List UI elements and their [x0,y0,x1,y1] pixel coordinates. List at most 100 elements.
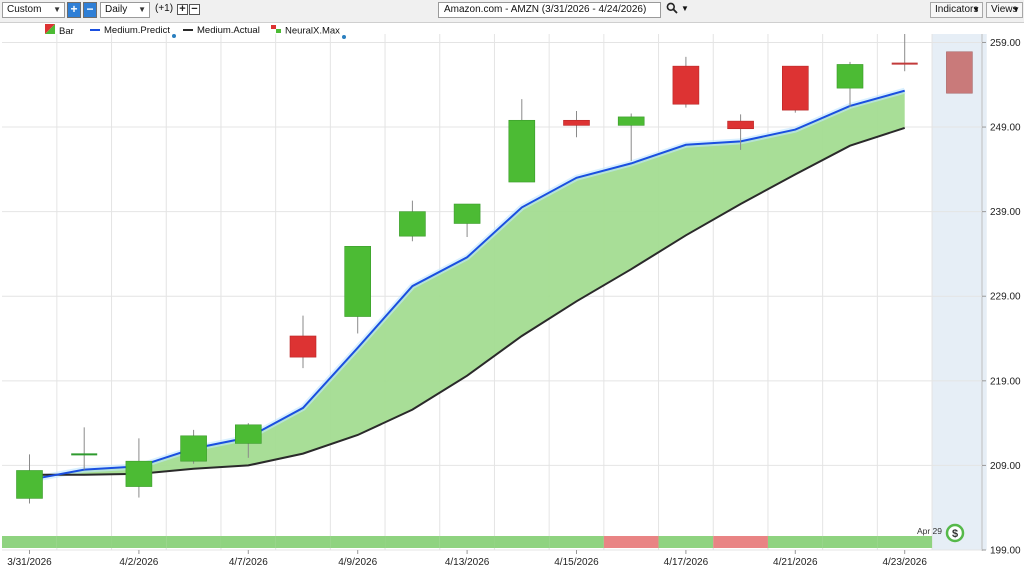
candle-body [508,119,536,183]
minus-icon: − [191,3,198,15]
chevron-down-icon: ▼ [681,4,689,13]
chart-title: Amazon.com - AMZN (3/31/2026 - 4/24/2026… [444,4,647,15]
neuralx-swatch-icon [271,24,281,38]
signal-segment [111,536,167,548]
x-tick-label: 4/17/2026 [664,557,709,568]
chevron-down-icon: ▼ [972,5,980,14]
candle-body [563,119,590,126]
symbol-title-field[interactable]: Amazon.com - AMZN (3/31/2026 - 4/24/2026… [438,2,661,18]
signal-segment [767,536,823,548]
candle-body [836,64,864,89]
minus-icon: − [86,2,94,16]
zoom-in-button[interactable]: + [67,2,81,18]
signal-segment [713,536,768,548]
candle[interactable] [836,61,864,107]
candle-body [399,211,426,237]
candle-body [289,335,317,358]
candle[interactable] [125,438,153,498]
signal-segment [220,536,276,548]
x-tick-label: 4/7/2026 [229,557,268,568]
candle[interactable] [508,99,536,183]
candle[interactable] [946,51,973,94]
candle[interactable] [180,429,207,464]
candle[interactable] [781,65,809,113]
signal-segment [603,536,659,548]
candle[interactable] [344,246,372,334]
forecast-date-label: Apr 29 [917,526,942,536]
candle[interactable] [71,427,98,470]
interval-select[interactable]: Daily ▼ [100,2,150,18]
zoom-out-button[interactable]: − [83,2,97,18]
x-tick-label: 4/21/2026 [773,557,818,568]
legend-item-neuralx: NeuralX.Max [271,24,346,39]
signal-segment [439,536,495,548]
candle[interactable] [891,34,918,72]
candle-body [125,460,153,487]
predict-actual-band [29,90,905,480]
chevron-down-icon: ▼ [138,5,146,14]
legend-label-neuralx: NeuralX.Max [285,25,340,37]
actual-line-swatch-icon [183,29,193,32]
candle[interactable] [453,203,481,238]
candle-body [453,203,481,224]
search-dropdown-button[interactable]: ▼ [681,2,691,18]
candle-body [781,65,809,111]
x-tick-label: 4/15/2026 [554,557,599,568]
candle-body [16,470,43,499]
signal-segment [166,536,221,548]
y-tick-label: 219.00 [990,376,1021,387]
x-tick-label: 4/9/2026 [338,557,377,568]
dollar-icon[interactable] [945,523,965,543]
candle[interactable] [289,315,317,369]
signal-segment [549,536,604,548]
views-button[interactable]: Views ▼ [986,2,1023,18]
signal-segment [822,536,878,548]
indicators-button[interactable]: Indicators ▼ [930,2,983,18]
candle-body [235,424,262,444]
candle-body [672,65,700,105]
signal-segment [494,536,550,548]
legend-item-predict: Medium.Predict [90,24,176,38]
y-tick-label: 259.00 [990,38,1021,49]
candle[interactable] [563,110,590,138]
settings-dot-icon[interactable] [172,34,176,38]
indicators-label: Indicators [935,4,979,15]
signal-segment [56,536,112,548]
offset-label: (+1) [155,3,174,14]
signal-segment [385,536,440,548]
candle[interactable] [235,423,262,458]
candle[interactable] [672,56,700,108]
x-tick-label: 4/23/2026 [882,557,927,568]
signal-segment [658,536,714,548]
offset-increment-button[interactable]: + [177,4,188,15]
plus-icon: + [179,3,186,15]
candle[interactable] [727,114,754,150]
candle-body [617,116,645,126]
signal-segment [330,536,386,548]
legend-item-actual: Medium.Actual [183,24,260,38]
signal-segment [2,536,57,548]
views-label: Views [991,4,1018,15]
candle[interactable] [399,200,426,242]
y-tick-label: 249.00 [990,123,1021,134]
offset-decrement-button[interactable]: − [189,4,200,15]
bar-swatch-icon [45,24,55,39]
signal-segment [877,536,933,548]
period-select[interactable]: Custom ▼ [2,2,65,18]
y-tick-label: 199.00 [990,546,1021,557]
predict-line-swatch-icon [90,29,100,32]
interval-select-value: Daily [105,4,128,15]
chevron-down-icon: ▼ [1012,5,1020,14]
candle-body [344,246,372,317]
candle[interactable] [617,113,645,161]
dollar-icon-glyph: $ [952,528,958,540]
chart-toolbar: Custom ▼ + − Daily ▼ (+1) + − Amazon.com… [0,0,1024,23]
x-tick-label: 3/31/2026 [7,557,52,568]
settings-dot-icon[interactable] [341,34,346,39]
medium-predict-line [29,89,905,481]
candle[interactable] [16,454,43,504]
chevron-down-icon: ▼ [53,5,61,14]
legend-label-bar: Bar [59,26,74,38]
search-button[interactable] [666,2,680,18]
